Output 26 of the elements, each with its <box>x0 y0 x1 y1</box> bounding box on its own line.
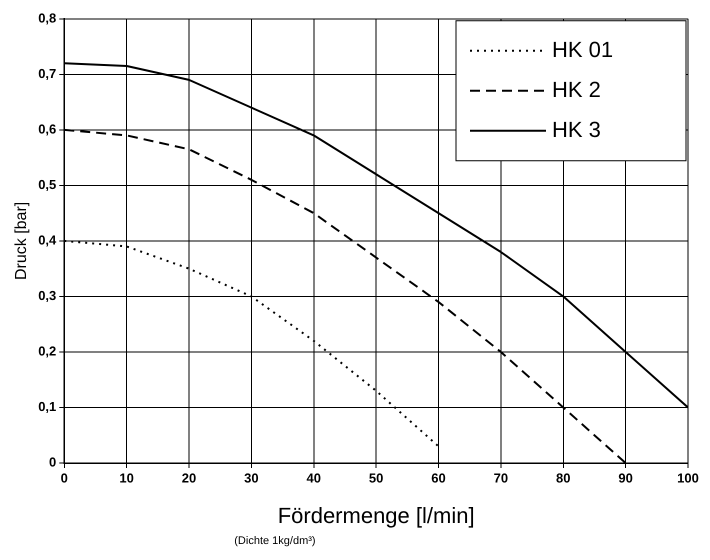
text: (Dichte 1kg/dm³) <box>234 535 316 547</box>
y-tick-label: 0,3 <box>38 288 56 304</box>
x-axis-title: Fördermenge [l/min] <box>278 502 475 528</box>
x-tick-label: 50 <box>368 470 384 486</box>
x-tick-label: 20 <box>182 470 196 486</box>
y-tick-label: 0,2 <box>38 344 56 359</box>
legend-label: HK 3 <box>552 116 601 142</box>
x-tick-label: 0 <box>60 470 68 486</box>
y-tick-label: 0,7 <box>38 66 56 81</box>
x-tick-label: 60 <box>431 470 446 486</box>
y-tick-label: 0 <box>49 454 56 470</box>
y-tick-label: 0,4 <box>38 232 58 248</box>
x-tick-label: 90 <box>618 470 633 486</box>
x-tick-label: 40 <box>306 470 321 486</box>
legend-label: HK 2 <box>552 76 601 102</box>
legend-label: HK 01 <box>552 36 614 62</box>
x-tick-label: 80 <box>556 470 570 486</box>
x-tick-label: 70 <box>494 470 508 486</box>
y-tick-label: 0,6 <box>38 121 56 136</box>
x-tick-label: 10 <box>119 470 134 486</box>
x-tick-label: 30 <box>244 470 259 486</box>
y-axis-title: Druck [bar] <box>13 202 30 280</box>
y-tick-label: 0,8 <box>38 10 56 26</box>
y-tick-label: 0,1 <box>38 399 56 414</box>
y-tick-label: 0,5 <box>38 176 56 192</box>
x-tick-label: 100 <box>677 470 699 486</box>
